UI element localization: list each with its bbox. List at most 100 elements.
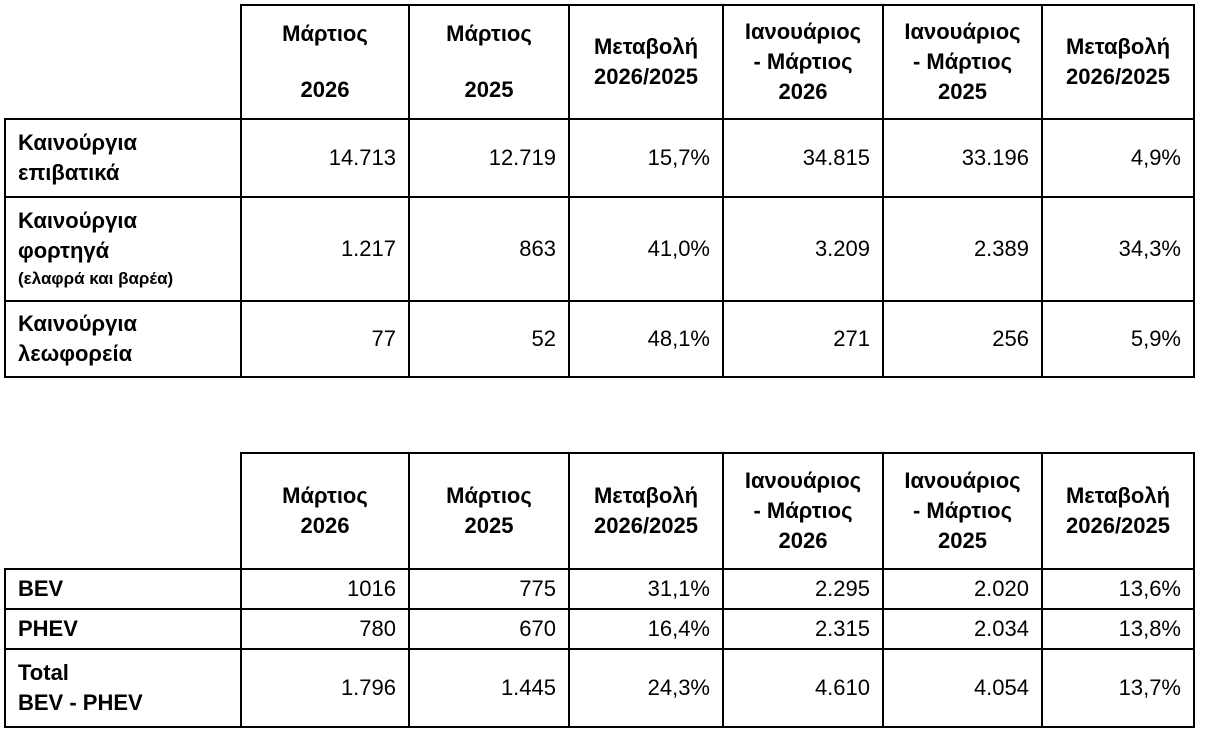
table-row: BEV 1016 775 31,1% 2.295 2.020 13,6% (4, 568, 1195, 610)
header-line: - Μάρτιος (912, 49, 1013, 74)
header-line: 2026/2025 (594, 513, 698, 538)
header-line: Μεταβολή (593, 34, 699, 59)
table-row: Καινούργια επιβατικά 14.713 12.719 15,7%… (4, 118, 1195, 198)
row-label: PHEV (4, 608, 242, 650)
header-line: 2026/2025 (594, 64, 698, 89)
value-cell: 256 (882, 300, 1043, 378)
value-cell: 2.295 (722, 568, 884, 610)
row-label: BEV (4, 568, 242, 610)
header-line: Ιανουάριος (904, 468, 1021, 493)
row-label-line: BEV (18, 576, 64, 601)
value-cell: 33.196 (882, 118, 1043, 198)
header-cell: Ιανουάριος - Μάρτιος 2025 (882, 452, 1043, 570)
value-cell: 12.719 (408, 118, 570, 198)
row-label-line: PHEV (18, 616, 78, 641)
row-label-line: Καινούργια (18, 208, 137, 233)
value-cell: 13,7% (1041, 648, 1195, 728)
header-line: - Μάρτιος (753, 498, 853, 523)
header-line: Μάρτιος (446, 483, 532, 508)
header-line: 2026/2025 (1066, 64, 1170, 89)
header-line: 2026 (300, 77, 350, 102)
value-cell: 863 (408, 196, 570, 302)
value-cell: 2.389 (882, 196, 1043, 302)
value-cell: 52 (408, 300, 570, 378)
header-cell: Ιανουάριος - Μάρτιος 2025 (882, 4, 1043, 120)
header-line: - Μάρτιος (912, 498, 1013, 523)
row-label-line: φορτηγά (18, 238, 110, 263)
value-cell: 2.315 (722, 608, 884, 650)
value-cell: 14.713 (240, 118, 410, 198)
header-line: 2025 (938, 528, 987, 553)
header-line: 2026 (300, 513, 350, 538)
value-cell: 48,1% (568, 300, 724, 378)
row-label-note: (ελαφρά και βαρέα) (18, 269, 174, 288)
table-row: PHEV 780 670 16,4% 2.315 2.034 13,8% (4, 608, 1195, 650)
row-label: Καινούργια φορτηγά (ελαφρά και βαρέα) (4, 196, 242, 302)
value-cell: 16,4% (568, 608, 724, 650)
header-line: 2025 (464, 513, 514, 538)
value-cell: 780 (240, 608, 410, 650)
header-row: Μάρτιος 2026 Μάρτιος 2025 Μεταβολή 2026/… (5, 4, 1195, 120)
value-cell: 2.034 (882, 608, 1043, 650)
table-row: Total BEV - PHEV 1.796 1.445 24,3% 4.610… (4, 648, 1195, 728)
header-cell: Μεταβολή 2026/2025 (568, 4, 724, 120)
corner-cell (5, 5, 242, 120)
header-cell: Μεταβολή 2026/2025 (1041, 4, 1195, 120)
header-line: 2026 (778, 528, 828, 553)
header-line: Μεταβολή (1065, 34, 1171, 59)
header-line: 2025 (464, 77, 514, 102)
row-label-line: επιβατικά (18, 160, 120, 185)
value-cell: 41,0% (568, 196, 724, 302)
value-cell: 34,3% (1041, 196, 1195, 302)
row-label-line: Total (18, 660, 69, 685)
value-cell: 5,9% (1041, 300, 1195, 378)
header-line: 2026 (778, 79, 828, 104)
header-cell: Μεταβολή 2026/2025 (1041, 452, 1195, 570)
value-cell: 34.815 (722, 118, 884, 198)
header-cell: Μεταβολή 2026/2025 (568, 452, 724, 570)
header-line: Μάρτιος (282, 483, 368, 508)
header-cell: Μάρτιος 2025 (408, 4, 570, 120)
value-cell: 1.796 (240, 648, 410, 728)
header-line: Μάρτιος (446, 21, 532, 46)
value-cell: 15,7% (568, 118, 724, 198)
value-cell: 3.209 (722, 196, 884, 302)
row-label-line: Καινούργια (18, 311, 137, 336)
header-line: 2025 (938, 79, 987, 104)
value-cell: 77 (240, 300, 410, 378)
header-cell: Μάρτιος 2025 (408, 452, 570, 570)
header-line: Μεταβολή (593, 483, 699, 508)
row-label-line: Καινούργια (18, 130, 137, 155)
value-cell: 1016 (240, 568, 410, 610)
header-row: Μάρτιος 2026 Μάρτιος 2025 Μεταβολή 2026/… (5, 452, 1195, 570)
value-cell: 13,6% (1041, 568, 1195, 610)
value-cell: 1.445 (408, 648, 570, 728)
row-label: Καινούργια λεωφορεία (4, 300, 242, 378)
electric-vehicle-registrations-table: Μάρτιος 2026 Μάρτιος 2025 Μεταβολή 2026/… (4, 452, 1195, 728)
table-row: Καινούργια λεωφορεία 77 52 48,1% 271 256… (4, 300, 1195, 378)
value-cell: 31,1% (568, 568, 724, 610)
value-cell: 271 (722, 300, 884, 378)
row-label: Total BEV - PHEV (4, 648, 242, 728)
header-line: - Μάρτιος (753, 49, 853, 74)
value-cell: 670 (408, 608, 570, 650)
value-cell: 24,3% (568, 648, 724, 728)
value-cell: 4.610 (722, 648, 884, 728)
header-cell: Μάρτιος 2026 (240, 452, 410, 570)
header-line: Μάρτιος (282, 21, 368, 46)
header-line: Ιανουάριος (744, 19, 862, 44)
value-cell: 1.217 (240, 196, 410, 302)
row-label: Καινούργια επιβατικά (4, 118, 242, 198)
header-cell: Ιανουάριος - Μάρτιος 2026 (722, 4, 884, 120)
value-cell: 4,9% (1041, 118, 1195, 198)
value-cell: 4.054 (882, 648, 1043, 728)
table-row: Καινούργια φορτηγά (ελαφρά και βαρέα) 1.… (4, 196, 1195, 302)
row-label-line: BEV - PHEV (18, 690, 143, 715)
header-cell: Μάρτιος 2026 (240, 4, 410, 120)
value-cell: 2.020 (882, 568, 1043, 610)
corner-cell (5, 453, 242, 570)
value-cell: 13,8% (1041, 608, 1195, 650)
new-vehicle-registrations-table: Μάρτιος 2026 Μάρτιος 2025 Μεταβολή 2026/… (4, 4, 1195, 378)
row-label-line: λεωφορεία (18, 341, 133, 366)
header-line: Ιανουάριος (744, 468, 862, 493)
